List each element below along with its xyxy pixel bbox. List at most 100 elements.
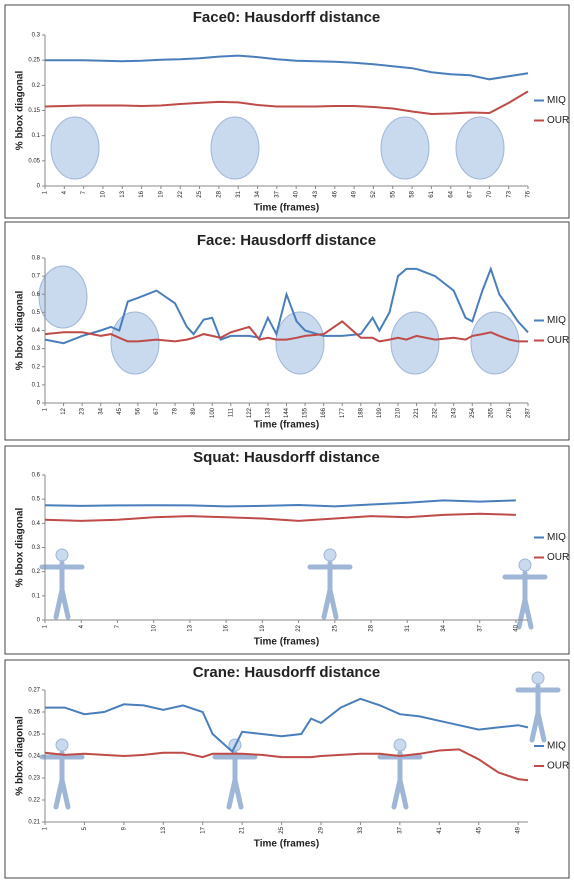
- legend-label: MIQ: [547, 741, 566, 752]
- x-tick-label: 16: [224, 624, 230, 631]
- x-tick-label: 177: [340, 407, 346, 418]
- x-tick-label: 43: [313, 190, 319, 197]
- x-tick-label: 34: [98, 407, 104, 414]
- y-tick-label: 0.22: [28, 798, 40, 804]
- mesh-thumbnail: [471, 312, 519, 374]
- chart-title: Face: Hausdorff distance: [197, 232, 376, 249]
- y-tick-label: 0.8: [32, 256, 41, 262]
- x-tick-label: 28: [216, 190, 222, 197]
- x-tick-label: 89: [191, 407, 197, 414]
- mesh-thumbnail: [391, 312, 439, 374]
- y-tick-label: 0.25: [28, 58, 40, 64]
- x-tick-label: 29: [319, 826, 325, 833]
- mesh-thumbnail: [394, 739, 406, 751]
- mesh-thumbnail: [324, 549, 336, 561]
- chart-title: Face0: Hausdorff distance: [193, 9, 381, 26]
- x-tick-label: 33: [358, 826, 364, 833]
- x-tick-label: 46: [332, 190, 338, 197]
- x-tick-label: 23: [80, 407, 86, 414]
- x-axis-title: Time (frames): [254, 839, 319, 850]
- mesh-thumbnail: [39, 266, 87, 328]
- mesh-thumbnail: [56, 549, 68, 561]
- y-axis-title: % bbox diagonal: [15, 291, 26, 371]
- x-tick-label: 34: [441, 624, 447, 631]
- y-tick-label: 0.6: [32, 473, 41, 479]
- y-tick-label: 0.1: [32, 382, 41, 388]
- x-tick-label: 37: [274, 190, 280, 197]
- x-tick-label: 12: [61, 407, 67, 414]
- x-tick-label: 122: [247, 407, 253, 418]
- y-tick-label: 0.26: [28, 710, 40, 716]
- x-tick-label: 16: [139, 190, 145, 197]
- x-tick-label: 22: [296, 624, 302, 631]
- x-tick-label: 155: [303, 407, 309, 418]
- mesh-thumbnail: [381, 117, 429, 179]
- x-tick-label: 52: [371, 190, 377, 197]
- x-tick-label: 58: [410, 190, 416, 197]
- y-axis-title: % bbox diagonal: [15, 508, 26, 588]
- x-axis-title: Time (frames): [254, 420, 319, 431]
- x-tick-label: 37: [477, 624, 483, 631]
- x-tick-label: 166: [321, 407, 327, 418]
- legend-label: OUR: [547, 335, 569, 346]
- x-tick-label: 188: [358, 407, 364, 418]
- y-tick-label: 0.1: [32, 593, 41, 599]
- x-tick-label: 13: [187, 624, 193, 631]
- x-tick-label: 25: [332, 624, 338, 631]
- x-tick-label: 13: [161, 826, 167, 833]
- x-tick-label: 243: [451, 407, 457, 418]
- x-tick-label: 78: [173, 407, 179, 414]
- x-tick-label: 61: [429, 190, 435, 197]
- legend-label: MIQ: [547, 315, 566, 326]
- y-tick-label: 0.1: [32, 133, 41, 139]
- x-tick-label: 19: [158, 190, 164, 197]
- mesh-thumbnail: [276, 312, 324, 374]
- mesh-thumbnail: [532, 672, 544, 684]
- x-tick-label: 25: [279, 826, 285, 833]
- mesh-thumbnail: [51, 117, 99, 179]
- x-tick-label: 100: [210, 407, 216, 418]
- x-tick-label: 133: [266, 407, 272, 418]
- x-tick-label: 144: [284, 407, 290, 418]
- x-tick-label: 41: [437, 826, 443, 833]
- y-tick-label: 0.5: [32, 497, 41, 503]
- x-tick-label: 199: [377, 407, 383, 418]
- mesh-thumbnail: [111, 312, 159, 374]
- x-tick-label: 40: [514, 624, 520, 631]
- y-tick-label: 0.24: [28, 754, 40, 760]
- y-tick-label: 0.5: [32, 310, 41, 316]
- chart: Face0: Hausdorff distance00.050.10.150.2…: [0, 0, 574, 881]
- x-tick-label: 70: [487, 190, 493, 197]
- y-tick-label: 0.2: [32, 364, 41, 370]
- x-tick-label: 22: [178, 190, 184, 197]
- y-tick-label: 0.15: [28, 108, 40, 114]
- x-tick-label: 49: [352, 190, 358, 197]
- legend-label: OUR: [547, 552, 569, 563]
- x-tick-label: 21: [240, 826, 246, 833]
- y-axis-title: % bbox diagonal: [15, 71, 26, 151]
- panel: [5, 446, 569, 654]
- chart-title: Squat: Hausdorff distance: [193, 449, 380, 466]
- x-tick-label: 45: [117, 407, 123, 414]
- x-tick-label: 265: [488, 407, 494, 418]
- y-tick-label: 0.6: [32, 292, 41, 298]
- x-tick-label: 64: [448, 190, 454, 197]
- y-tick-label: 0.27: [28, 688, 40, 694]
- x-tick-label: 37: [397, 826, 403, 833]
- x-tick-label: 31: [405, 624, 411, 631]
- y-tick-label: 0.21: [28, 820, 40, 826]
- x-tick-label: 45: [476, 826, 482, 833]
- y-tick-label: 0.05: [28, 158, 40, 164]
- x-axis-title: Time (frames): [254, 203, 319, 214]
- x-tick-label: 49: [516, 826, 522, 833]
- mesh-thumbnail: [456, 117, 504, 179]
- x-tick-label: 31: [236, 190, 242, 197]
- y-tick-label: 0.3: [32, 545, 41, 551]
- x-tick-label: 17: [200, 826, 206, 833]
- x-tick-label: 34: [255, 190, 261, 197]
- y-tick-label: 0.3: [32, 33, 41, 39]
- x-tick-label: 13: [120, 190, 126, 197]
- y-tick-label: 0.2: [32, 83, 41, 89]
- x-tick-label: 210: [396, 407, 402, 418]
- y-tick-label: 0.7: [32, 274, 41, 280]
